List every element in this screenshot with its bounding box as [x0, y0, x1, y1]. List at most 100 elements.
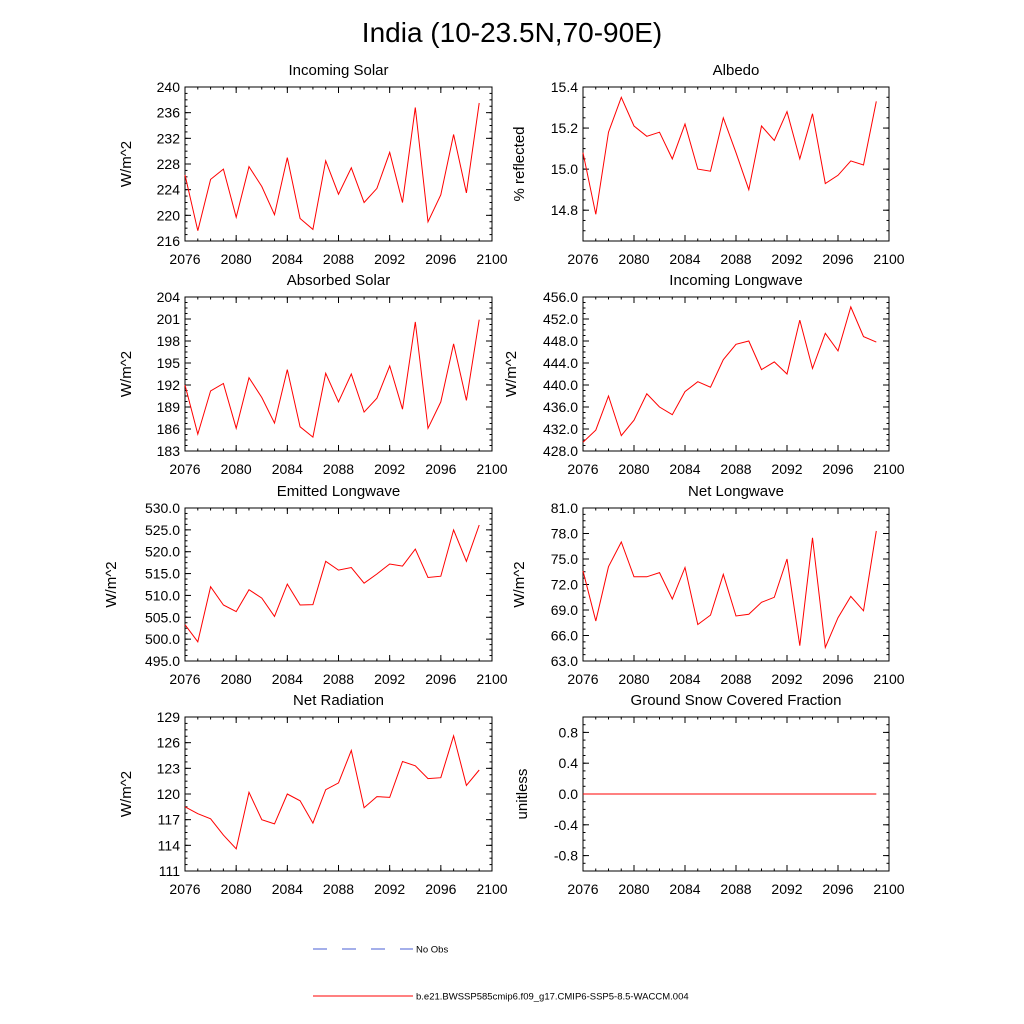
y-tick-label: 440.0 — [543, 377, 578, 393]
y-tick-label: 452.0 — [543, 311, 578, 327]
x-tick-label: 2096 — [822, 251, 853, 267]
x-tick-label: 2100 — [873, 251, 904, 267]
chart-panel: Emitted Longwave 2076 2080 2084 2088 2092 2096… — [103, 483, 508, 687]
y-tick-label: 428.0 — [543, 443, 578, 459]
chart-panel: Net Longwave 2076 2080 2084 2088 2092 2096 2100… — [511, 483, 905, 687]
x-tick-label: 2092 — [771, 671, 802, 687]
plot-frame — [184, 296, 493, 452]
x-tick-label: 2088 — [720, 251, 751, 267]
x-tick-label: 2088 — [720, 461, 751, 477]
x-tick-label: 2084 — [669, 881, 700, 897]
y-tick-label: 201 — [157, 311, 181, 327]
y-tick-label: 14.8 — [551, 202, 578, 218]
x-tick-label: 2096 — [425, 461, 456, 477]
y-tick-label: 510.0 — [145, 587, 180, 603]
y-tick-label: 129 — [157, 709, 181, 725]
y-tick-label: 525.0 — [145, 522, 180, 538]
x-tick-label: 2080 — [221, 671, 252, 687]
y-axis-label: W/m^2 — [118, 771, 135, 817]
x-tick-label: 2100 — [476, 881, 507, 897]
x-tick-label: 2100 — [873, 461, 904, 477]
y-axis-label: unitless — [514, 769, 531, 820]
y-tick-label: 232 — [157, 130, 181, 146]
y-tick-label: 456.0 — [543, 289, 578, 305]
y-tick-label: 120 — [157, 786, 181, 802]
panel-title: Net Longwave — [688, 483, 784, 500]
x-tick-label: 2076 — [567, 671, 598, 687]
y-tick-label: 15.4 — [551, 79, 578, 95]
y-tick-label: 15.0 — [551, 161, 578, 177]
x-tick-label: 2092 — [374, 881, 405, 897]
legend-obs-label: No Obs — [416, 945, 448, 956]
data-series-line — [582, 305, 877, 443]
x-tick-label: 2084 — [272, 251, 303, 267]
y-tick-label: 444.0 — [543, 355, 578, 371]
y-tick-label: 500.0 — [145, 631, 180, 647]
y-tick-label: 198 — [157, 333, 181, 349]
panel-title: Incoming Solar — [288, 62, 388, 79]
x-tick-label: 2076 — [567, 881, 598, 897]
y-tick-label: 448.0 — [543, 333, 578, 349]
y-tick-label: 432.0 — [543, 421, 578, 437]
x-tick-label: 2100 — [873, 671, 904, 687]
x-tick-label: 2084 — [272, 671, 303, 687]
y-axis-label: W/m^2 — [118, 141, 135, 187]
x-tick-label: 2080 — [618, 881, 649, 897]
x-tick-label: 2096 — [822, 461, 853, 477]
x-tick-label: 2096 — [822, 881, 853, 897]
x-tick-label: 2092 — [771, 251, 802, 267]
data-series-line — [582, 95, 877, 215]
y-tick-label: 123 — [157, 760, 181, 776]
x-tick-label: 2100 — [476, 671, 507, 687]
y-axis-label: W/m^2 — [503, 351, 520, 397]
y-tick-label: 0.0 — [559, 786, 579, 802]
y-tick-label: 117 — [158, 812, 181, 828]
x-tick-label: 2096 — [822, 671, 853, 687]
legend-model-label: b.e21.BWSSP585cmip6.f09_g17.CMIP6-SSP5-8… — [416, 992, 689, 1003]
legend: No Obs b.e21.BWSSP585cmip6.f09_g17.CMIP6… — [313, 945, 689, 1003]
y-tick-label: 495.0 — [145, 653, 180, 669]
x-tick-label: 2088 — [323, 881, 354, 897]
x-tick-label: 2096 — [425, 671, 456, 687]
chart-panel: Absorbed Solar 2076 2080 2084 2088 2092 2096 21… — [118, 272, 508, 477]
y-tick-label: 72.0 — [551, 577, 578, 593]
y-tick-label: 183 — [157, 443, 181, 459]
data-series-line — [184, 102, 480, 231]
y-tick-label: 75.0 — [551, 551, 578, 567]
x-tick-label: 2092 — [771, 461, 802, 477]
y-tick-label: 0.8 — [559, 724, 579, 740]
x-tick-label: 2088 — [323, 461, 354, 477]
x-tick-label: 2084 — [669, 251, 700, 267]
x-tick-label: 2084 — [272, 461, 303, 477]
x-tick-label: 2080 — [618, 671, 649, 687]
panel-title: Net Radiation — [293, 692, 384, 709]
y-tick-label: 186 — [157, 421, 181, 437]
chart-panel: Ground Snow Covered Fraction 2076 2080 2084… — [514, 692, 905, 897]
y-tick-label: 114 — [158, 837, 181, 853]
data-series-line — [184, 733, 480, 850]
x-tick-label: 2076 — [567, 251, 598, 267]
y-axis-label: W/m^2 — [103, 561, 120, 607]
data-series-line — [184, 319, 480, 439]
x-tick-label: 2096 — [425, 881, 456, 897]
panels: Incoming Solar 2076 2080 2084 2088 2092 2096 21… — [103, 62, 905, 897]
y-tick-label: 69.0 — [551, 602, 578, 618]
x-tick-label: 2100 — [476, 461, 507, 477]
chart-panel: Incoming Solar 2076 2080 2084 2088 2092 2096 21… — [118, 62, 508, 267]
data-series-line — [582, 530, 877, 650]
y-tick-label: 240 — [157, 79, 181, 95]
plot-frame — [184, 86, 493, 242]
y-tick-label: 436.0 — [543, 399, 578, 415]
y-axis-label: W/m^2 — [118, 351, 135, 397]
x-tick-label: 2080 — [618, 461, 649, 477]
plot-frame — [582, 507, 890, 662]
panel-title: Emitted Longwave — [277, 483, 400, 500]
x-tick-label: 2080 — [618, 251, 649, 267]
chart-panel: Net Radiation 2076 2080 2084 2088 2092 2096 210… — [118, 692, 508, 897]
x-tick-label: 2088 — [720, 881, 751, 897]
plot-frame — [184, 507, 493, 662]
y-tick-label: 126 — [157, 735, 181, 751]
y-axis-label: % reflected — [511, 126, 528, 201]
y-tick-label: -0.4 — [554, 817, 578, 833]
